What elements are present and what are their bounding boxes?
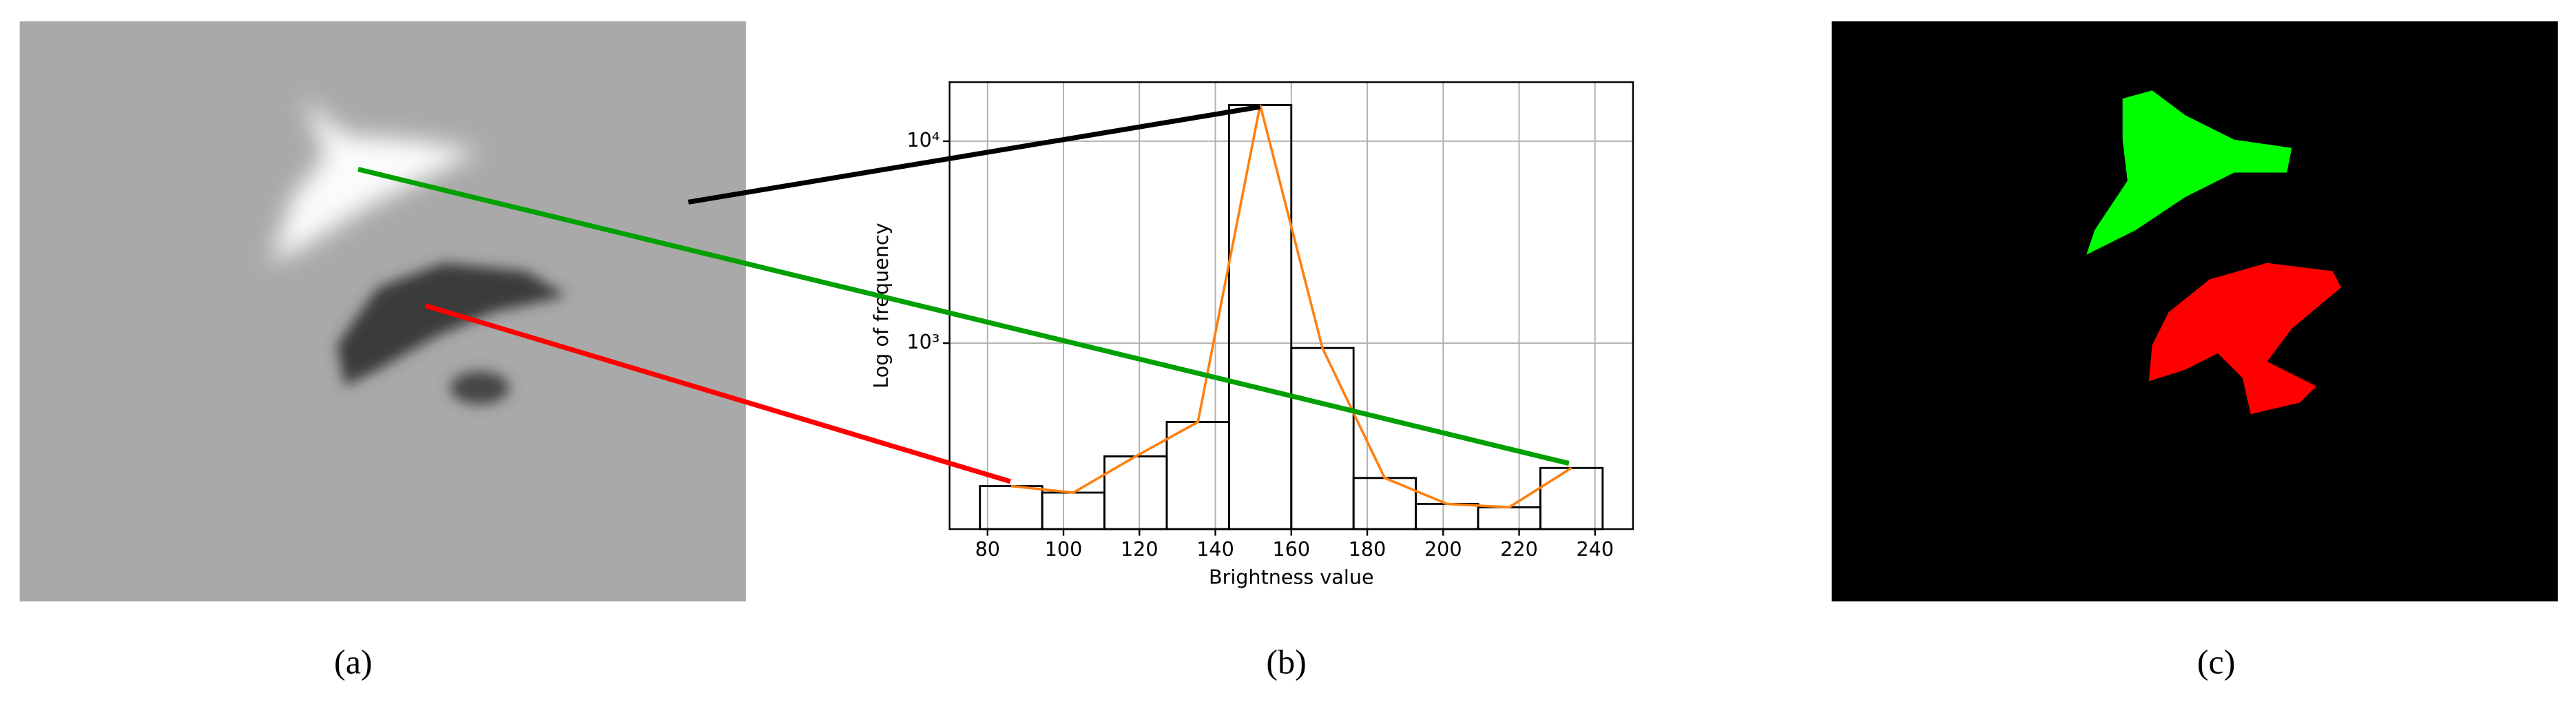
bar <box>1165 421 1230 530</box>
x-tick-label: 140 <box>1196 537 1234 561</box>
caption: (b) <box>1266 643 1306 681</box>
histogram: 80 100 120 140 160 180 200 220 240 10³ 10⁴ Brightne… <box>869 81 1634 589</box>
y-tick-label: 10³ <box>906 330 939 353</box>
bar <box>1352 477 1417 530</box>
connectors <box>357 104 1570 484</box>
x-tick-label: 100 <box>1045 537 1083 561</box>
bar <box>1227 104 1293 530</box>
bar <box>979 485 1043 530</box>
panel-a-image <box>19 21 746 602</box>
x-tick-label: 220 <box>1500 537 1538 561</box>
frequency-line <box>1010 105 1572 509</box>
x-tick-label: 120 <box>1121 537 1159 561</box>
bar <box>1290 347 1355 530</box>
caption: (c) <box>2197 643 2236 681</box>
x-tick-label: 240 <box>1576 537 1614 561</box>
bar <box>1415 502 1479 530</box>
panel-c-mask <box>1831 21 2558 602</box>
x-tick-label: 200 <box>1424 537 1462 561</box>
x-tick-label: 80 <box>975 537 1000 561</box>
bar <box>1539 466 1604 530</box>
caption: (a) <box>334 643 373 681</box>
bar <box>1477 506 1541 530</box>
bar <box>1041 491 1105 530</box>
x-tick-label: 160 <box>1272 537 1310 561</box>
y-tick-label: 10⁴ <box>906 128 939 152</box>
y-axis-label: Log of frequency <box>869 223 893 388</box>
x-tick-label: 180 <box>1349 537 1386 561</box>
x-axis-label: Brightness value <box>1209 566 1374 589</box>
bar <box>1103 455 1168 530</box>
